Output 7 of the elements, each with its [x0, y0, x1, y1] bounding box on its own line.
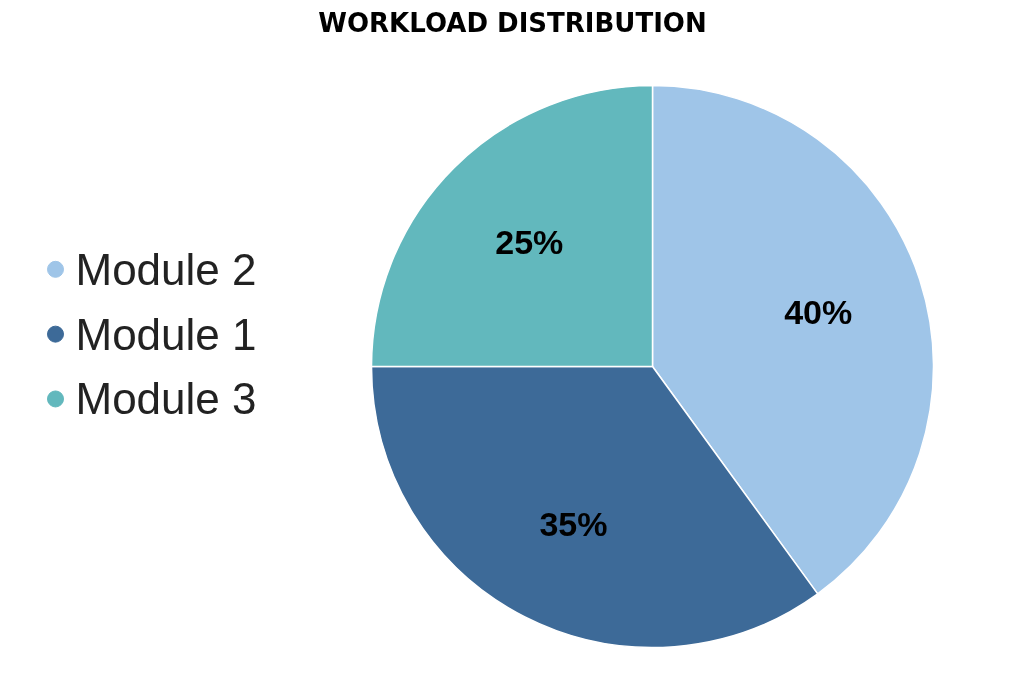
data-label: 40%	[784, 293, 853, 332]
chart-title: WORKLOAD DISTRIBUTION	[318, 7, 707, 38]
data-label: 25%	[495, 222, 564, 261]
legend-label: Module 3	[75, 374, 257, 424]
legend-label: Module 1	[75, 309, 257, 359]
data-label: 35%	[539, 504, 608, 543]
legend-label: Module 2	[75, 244, 257, 294]
